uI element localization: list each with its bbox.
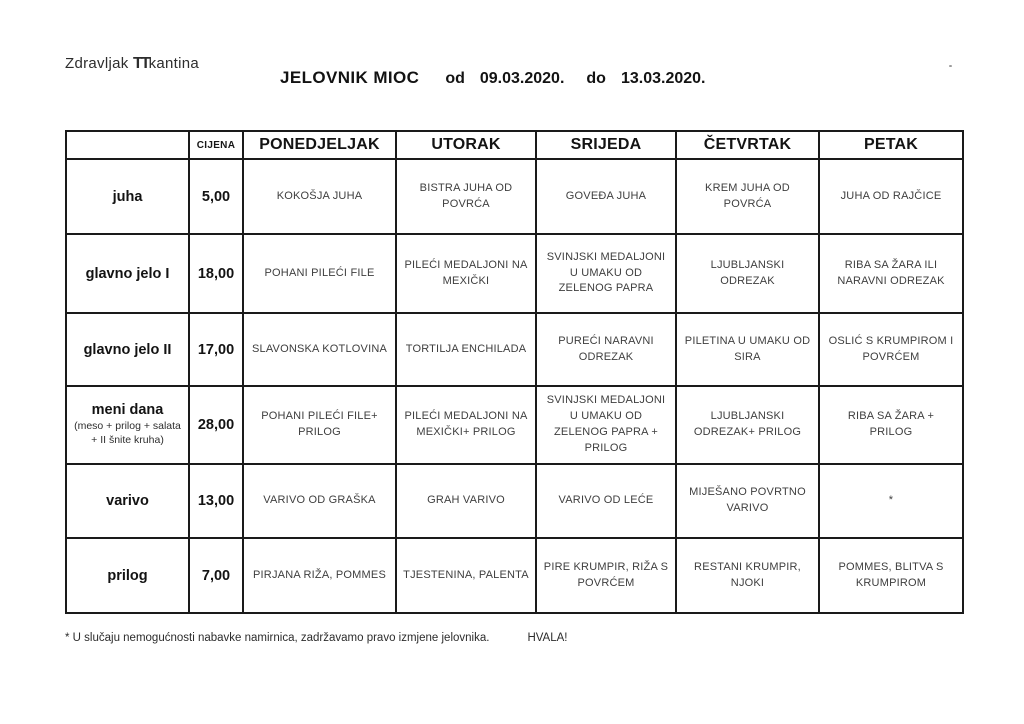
- menu-cell: RIBA SA ŽARA ILI NARAVNI ODREZAK: [818, 233, 964, 314]
- menu-cell: VARIVO OD GRAŠKA: [242, 463, 397, 539]
- brand: Zdravljak TTkantina: [65, 55, 199, 73]
- date-from-label: od: [445, 70, 465, 87]
- menu-cell: VARIVO OD LEĆE: [535, 463, 677, 539]
- price-column-header: CIJENA: [188, 130, 244, 160]
- menu-cell: PIRE KRUMPIR, RIŽA S POVRĆEM: [535, 537, 677, 614]
- menu-cell: KOKOŠJA JUHA: [242, 158, 397, 235]
- day-header-thursday: ČETVRTAK: [675, 130, 820, 160]
- day-header-wednesday: SRIJEDA: [535, 130, 677, 160]
- row-label: juha: [65, 158, 190, 235]
- menu-cell: PILEĆI MEDALJONI NA MEXIČKI+ PRILOG: [395, 385, 537, 465]
- menu-cell: GOVEĐA JUHA: [535, 158, 677, 235]
- menu-table: CIJENA PONEDJELJAK UTORAK SRIJEDA ČETVRT…: [65, 130, 964, 614]
- page-title: JELOVNIK MIOC od 09.03.2020. do 13.03.20…: [280, 68, 705, 88]
- price-cell: 13,00: [188, 463, 244, 539]
- menu-cell: PIRJANA RIŽA, POMMES: [242, 537, 397, 614]
- table-row-varivo: varivo 13,00 VARIVO OD GRAŠKA GRAH VARIV…: [65, 463, 964, 539]
- menu-cell: SLAVONSKA KOTLOVINA: [242, 312, 397, 387]
- menu-cell: *: [818, 463, 964, 539]
- footnote: * U slučaju nemogućnosti nabavke namirni…: [65, 632, 568, 644]
- row-label-title: meni dana: [91, 402, 164, 419]
- menu-cell: KREM JUHA OD POVRĆA: [675, 158, 820, 235]
- menu-cell: OSLIĆ S KRUMPIROM I POVRĆEM: [818, 312, 964, 387]
- row-label: prilog: [65, 537, 190, 614]
- table-row-juha: juha 5,00 KOKOŠJA JUHA BISTRA JUHA OD PO…: [65, 158, 964, 235]
- day-header-tuesday: UTORAK: [395, 130, 537, 160]
- title-text: JELOVNIK MIOC: [280, 68, 420, 87]
- brand-prefix: Zdravljak: [65, 55, 134, 72]
- menu-cell: LJUBLJANSKI ODREZAK+ PRILOG: [675, 385, 820, 465]
- price-cell: 7,00: [188, 537, 244, 614]
- day-header-monday: PONEDJELJAK: [242, 130, 397, 160]
- price-cell: 5,00: [188, 158, 244, 235]
- menu-cell: MIJEŠANO POVRTNO VARIVO: [675, 463, 820, 539]
- menu-cell: PILEĆI MEDALJONI NA MEXIČKI: [395, 233, 537, 314]
- row-label: glavno jelo I: [65, 233, 190, 314]
- table-row-prilog: prilog 7,00 PIRJANA RIŽA, POMMES TJESTEN…: [65, 537, 964, 614]
- menu-cell: RESTANI KRUMPIR, NJOKI: [675, 537, 820, 614]
- thanks-text: HVALA!: [527, 632, 568, 644]
- menu-cell: TORTILJA ENCHILADA: [395, 312, 537, 387]
- menu-cell: POMMES, BLITVA S KRUMPIROM: [818, 537, 964, 614]
- menu-cell: GRAH VARIVO: [395, 463, 537, 539]
- brand-logo: TT: [133, 55, 150, 72]
- row-label: glavno jelo II: [65, 312, 190, 387]
- menu-cell: POHANI PILEĆI FILE: [242, 233, 397, 314]
- table-row-glavno-jelo-1: glavno jelo I 18,00 POHANI PILEĆI FILE P…: [65, 233, 964, 314]
- menu-cell: BISTRA JUHA OD POVRĆA: [395, 158, 537, 235]
- blank-corner-cell: [65, 130, 190, 160]
- menu-cell: LJUBLJANSKI ODREZAK: [675, 233, 820, 314]
- table-row-glavno-jelo-2: glavno jelo II 17,00 SLAVONSKA KOTLOVINA…: [65, 312, 964, 387]
- row-label: varivo: [65, 463, 190, 539]
- menu-cell: TJESTENINA, PALENTA: [395, 537, 537, 614]
- price-cell: 17,00: [188, 312, 244, 387]
- menu-cell: PILETINA U UMAKU OD SIRA: [675, 312, 820, 387]
- menu-cell: PUREĆI NARAVNI ODREZAK: [535, 312, 677, 387]
- date-to: 13.03.2020.: [620, 70, 706, 87]
- menu-cell: POHANI PILEĆI FILE+ PRILOG: [242, 385, 397, 465]
- date-from: 09.03.2020.: [479, 70, 565, 87]
- row-label: meni dana (meso + prilog + salata + II š…: [65, 385, 190, 465]
- menu-cell: SVINJSKI MEDALJONI U UMAKU OD ZELENOG PA…: [535, 233, 677, 314]
- price-cell: 28,00: [188, 385, 244, 465]
- date-to-label: do: [586, 70, 606, 87]
- table-row-meni-dana: meni dana (meso + prilog + salata + II š…: [65, 385, 964, 465]
- scan-speck: [949, 65, 952, 67]
- menu-cell: SVINJSKI MEDALJONI U UMAKU OD ZELENOG PA…: [535, 385, 677, 465]
- menu-cell: RIBA SA ŽARA + PRILOG: [818, 385, 964, 465]
- row-label-sublabel: (meso + prilog + salata + II šnite kruha…: [74, 420, 181, 446]
- menu-cell: JUHA OD RAJČICE: [818, 158, 964, 235]
- brand-suffix: kantina: [148, 55, 200, 72]
- header-row: CIJENA PONEDJELJAK UTORAK SRIJEDA ČETVRT…: [65, 130, 964, 160]
- footnote-text: * U slučaju nemogućnosti nabavke namirni…: [65, 632, 490, 644]
- day-header-friday: PETAK: [818, 130, 964, 160]
- price-cell: 18,00: [188, 233, 244, 314]
